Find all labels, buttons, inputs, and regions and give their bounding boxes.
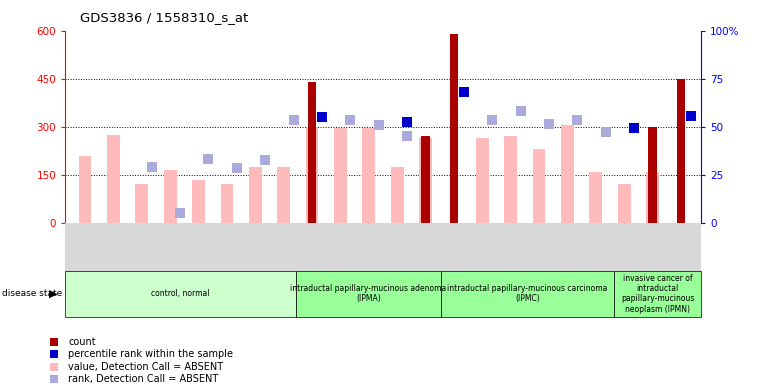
Point (287, 117, 300, 123)
Text: disease state: disease state (2, 289, 62, 298)
Bar (647, 172, 659, 223)
Bar (561, 125, 574, 223)
Point (628, 125, 640, 131)
Bar (476, 138, 489, 223)
Text: percentile rank within the sample: percentile rank within the sample (68, 349, 233, 359)
Point (458, 88, 470, 94)
Bar (419, 138, 432, 223)
Text: invasive cancer of
intraductal
papillary-mucinous
neoplasm (IPMN): invasive cancer of intraductal papillary… (621, 274, 694, 314)
Point (515, 108, 527, 114)
Text: value, Detection Call = ABSENT: value, Detection Call = ABSENT (68, 361, 224, 372)
Bar (221, 184, 234, 223)
Bar (306, 127, 319, 223)
Bar (136, 184, 148, 223)
Text: intraductal papillary-mucinous carcinoma
(IPMC): intraductal papillary-mucinous carcinoma… (447, 284, 607, 303)
Point (344, 117, 356, 123)
Text: count: count (68, 336, 96, 347)
Bar (308, 82, 316, 223)
Bar (440, 271, 614, 317)
Bar (296, 271, 440, 317)
Point (316, 114, 328, 120)
Bar (362, 128, 375, 223)
Point (571, 117, 584, 123)
Bar (391, 167, 404, 223)
Point (486, 117, 499, 123)
Bar (249, 167, 262, 223)
Point (202, 156, 214, 162)
Bar (65, 271, 296, 317)
Point (146, 164, 158, 170)
Point (543, 121, 555, 127)
Point (401, 119, 413, 125)
Bar (614, 271, 701, 317)
Text: GDS3836 / 1558310_s_at: GDS3836 / 1558310_s_at (80, 12, 249, 25)
Bar (532, 149, 545, 223)
Bar (164, 170, 176, 223)
Point (316, 197, 328, 203)
Bar (277, 167, 290, 223)
Text: ▶: ▶ (49, 289, 57, 299)
Point (600, 128, 612, 135)
Bar (677, 79, 686, 223)
Bar (79, 156, 91, 223)
Point (231, 165, 243, 171)
Bar (504, 136, 517, 223)
Bar (334, 128, 347, 223)
Point (372, 122, 385, 128)
Text: rank, Detection Call = ABSENT: rank, Detection Call = ABSENT (68, 374, 218, 384)
Point (316, 84, 328, 90)
Bar (648, 127, 657, 223)
Point (259, 157, 271, 164)
Bar (450, 34, 458, 223)
Text: control, normal: control, normal (152, 289, 210, 298)
Point (685, 113, 697, 119)
Bar (421, 136, 430, 223)
Bar (192, 180, 205, 223)
Point (401, 133, 413, 139)
Bar (107, 135, 119, 223)
Point (316, 311, 328, 317)
Point (174, 210, 186, 216)
Bar (590, 172, 602, 223)
Text: intraductal papillary-mucinous adenoma
(IPMA): intraductal papillary-mucinous adenoma (… (290, 284, 447, 303)
Bar (618, 184, 630, 223)
